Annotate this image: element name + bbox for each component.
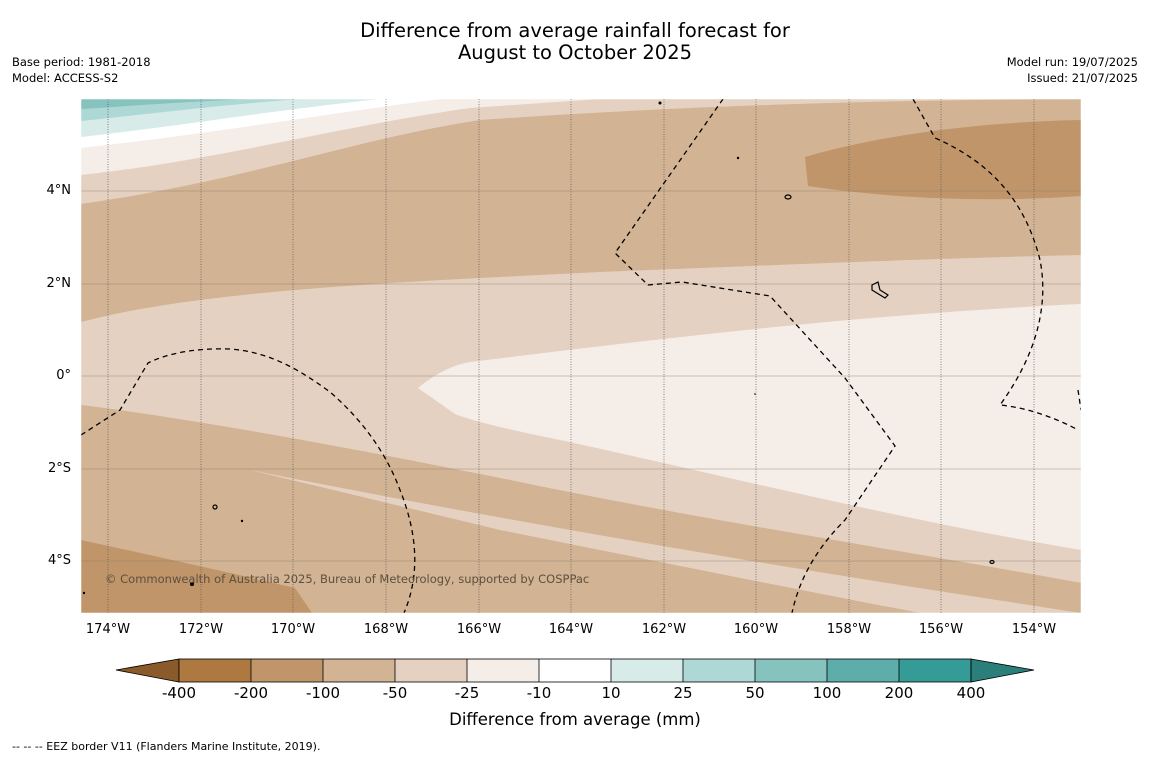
colorbar-tick: -100: [305, 684, 341, 702]
copyright-notice: © Commonwealth of Australia 2025, Bureau…: [105, 572, 590, 586]
issued-date: Issued: 21/07/2025: [1027, 71, 1138, 85]
lon-label-174w: 174°W: [85, 622, 131, 637]
lat-label-0: 0°: [56, 368, 71, 383]
lon-label-160w: 160°W: [733, 622, 779, 637]
colorbar-tick: -50: [382, 684, 408, 702]
colorbar-tick: 200: [884, 684, 914, 702]
title-line-1: Difference from average rainfall forecas…: [360, 19, 790, 42]
colorbar-tick: -25: [454, 684, 480, 702]
lat-label-4s: 4°S: [47, 553, 71, 568]
lon-label-172w: 172°W: [178, 622, 224, 637]
lon-label-162w: 162°W: [641, 622, 687, 637]
colorbar-tick: -200: [233, 684, 269, 702]
colorbar-low-extension: [115, 658, 180, 683]
lon-label-158w: 158°W: [826, 622, 872, 637]
title-line-2: August to October 2025: [457, 41, 693, 64]
lon-label-168w: 168°W: [363, 622, 409, 637]
lon-label-170w: 170°W: [270, 622, 316, 637]
colorbar-tick: -10: [526, 684, 552, 702]
map-field: [81, 99, 1081, 613]
lon-label-164w: 164°W: [548, 622, 594, 637]
model-name: Model: ACCESS-S2: [12, 71, 119, 85]
colorbar-high-extension: [970, 658, 1035, 683]
colorbar-tick: 25: [673, 684, 693, 702]
lat-label-4n: 4°N: [46, 183, 72, 198]
islands: [212, 194, 995, 565]
lon-label-154w: 154°W: [1011, 622, 1057, 637]
eez-borders: [81, 99, 1081, 613]
colorbar-tick: 400: [956, 684, 986, 702]
lon-label-166w: 166°W: [456, 622, 502, 637]
lat-label-2s: 2°S: [47, 461, 71, 476]
band-minus-100-ne: [805, 120, 1081, 200]
band-minus-100-sw: [81, 540, 312, 613]
band-wet-3: [81, 99, 250, 109]
colorbar-tick: 100: [812, 684, 842, 702]
lon-label-156w: 156°W: [918, 622, 964, 637]
colorbar-tick: 10: [601, 684, 621, 702]
colorbar-tick: 50: [745, 684, 765, 702]
eez-footnote: -- -- -- EEZ border V11 (Flanders Marine…: [12, 740, 321, 753]
lon-gridlines: [107, 99, 1035, 613]
colorbar-label: Difference from average (mm): [449, 710, 701, 729]
meta-right: Model run: 19/07/2025 Issued: 21/07/2025: [1007, 54, 1138, 86]
lat-gridlines: [81, 190, 1081, 562]
colorbar: [115, 658, 1035, 683]
colorbar-tick: -400: [161, 684, 197, 702]
meta-left: Base period: 1981-2018 Model: ACCESS-S2: [12, 54, 151, 86]
map-title: Difference from average rainfall forecas…: [0, 20, 1150, 64]
band-pale-equator: [418, 304, 1081, 550]
model-run: Model run: 19/07/2025: [1006, 55, 1138, 69]
lat-label-2n: 2°N: [46, 276, 72, 291]
base-period: Base period: 1981-2018: [12, 55, 151, 69]
